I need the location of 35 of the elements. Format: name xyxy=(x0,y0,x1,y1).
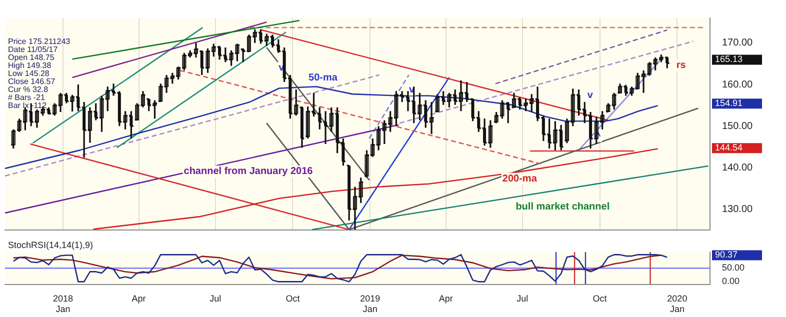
x-tick-label: Oct xyxy=(286,293,300,304)
y-tick-label: 130.00 xyxy=(722,204,754,215)
annotation: channel from January 2016 xyxy=(184,166,314,178)
text: 144.54 xyxy=(715,142,743,153)
annotation: Cur % 32.8 xyxy=(8,85,49,94)
annotation: Price 175.211243 xyxy=(8,37,71,46)
y-tick-label: 160.00 xyxy=(722,79,754,90)
annotation: rs xyxy=(676,60,686,72)
annotation: Open 148.75 xyxy=(8,53,55,62)
y-tick-label: 150.00 xyxy=(722,120,754,132)
text: 90.37 xyxy=(715,250,738,260)
annotation: v xyxy=(587,90,594,102)
annotation: 50-ma xyxy=(308,72,338,84)
text: 165.13 xyxy=(715,54,743,64)
x-tick-label: 2020 Jan xyxy=(667,293,688,314)
x-tick-label: Oct xyxy=(592,293,608,304)
annotation: Close 146.57 xyxy=(8,77,56,86)
x-tick-label: 2018 Jan xyxy=(53,293,74,314)
chart-title: StochRSI(14,14(1),9) xyxy=(8,240,94,250)
annotation: Date 11/05/17 xyxy=(8,45,58,54)
annotation: 200-ma xyxy=(502,174,538,185)
y-tick-label: 0.00 xyxy=(722,276,740,286)
y-tick-label: 50.00 xyxy=(722,262,745,273)
annotation: bull market channel xyxy=(516,201,610,212)
annotation: # Bars -21 xyxy=(8,93,46,102)
y-tick-label: 140.00 xyxy=(722,162,754,174)
x-tick-label: 2019 Jan xyxy=(360,293,380,314)
x-tick-label: Jul xyxy=(516,293,528,304)
y-tick-label: 170.00 xyxy=(722,38,754,49)
x-tick-label: Apr xyxy=(132,293,146,304)
x-tick-label: Jul xyxy=(210,293,222,304)
annotation: High 149.38 xyxy=(8,61,52,70)
text: 154.91 xyxy=(715,98,743,108)
x-tick-label: Apr xyxy=(438,293,453,304)
annotation: Low 145.28 xyxy=(8,69,50,78)
